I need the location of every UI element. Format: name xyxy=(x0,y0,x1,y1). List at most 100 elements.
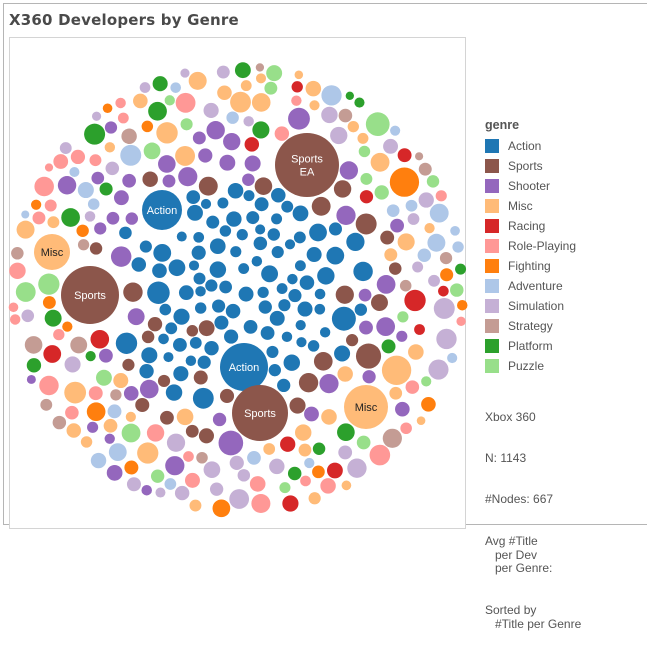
bubble-puzzle[interactable] xyxy=(356,435,371,450)
bubble-simulation[interactable] xyxy=(347,458,367,478)
bubble-action[interactable] xyxy=(165,322,178,335)
bubble-sports[interactable] xyxy=(142,171,158,187)
bubble-simulation[interactable] xyxy=(237,469,251,482)
bubble-shooter[interactable] xyxy=(165,456,185,476)
bubble-action[interactable] xyxy=(219,280,233,294)
bubble-action[interactable] xyxy=(194,302,207,314)
bubble-action[interactable] xyxy=(224,329,239,344)
bubble-fighting[interactable] xyxy=(62,321,73,332)
bubble-misc[interactable] xyxy=(295,424,312,441)
bubble-role-playing[interactable] xyxy=(53,154,69,169)
bubble-simulation[interactable] xyxy=(126,477,141,492)
bubble-action[interactable] xyxy=(276,283,288,294)
bubble-shooter[interactable] xyxy=(198,148,213,163)
legend-item-platform[interactable]: Platform xyxy=(485,336,576,356)
bubble-action[interactable] xyxy=(238,286,254,302)
legend-item-misc[interactable]: Misc xyxy=(485,196,576,216)
bubble-simulation[interactable] xyxy=(229,489,250,509)
bubble-simulation[interactable] xyxy=(433,297,455,319)
bubble-role-playing[interactable] xyxy=(291,95,302,106)
bubble-shooter[interactable] xyxy=(139,379,159,399)
bubble-sports[interactable] xyxy=(89,242,103,255)
bubble-fighting[interactable] xyxy=(440,268,454,282)
bubble-racing[interactable] xyxy=(404,289,426,312)
bubble-role-playing[interactable] xyxy=(274,126,290,141)
bubble-action[interactable] xyxy=(261,265,279,283)
bubble-adventure[interactable] xyxy=(21,210,30,219)
bubble-simulation[interactable] xyxy=(105,161,120,176)
legend-item-shooter[interactable]: Shooter xyxy=(485,176,576,196)
bubble-misc[interactable] xyxy=(217,85,232,100)
bubble-racing[interactable] xyxy=(414,324,425,335)
bubble-role-playing[interactable] xyxy=(115,97,126,109)
bubble-shooter[interactable] xyxy=(206,121,225,140)
bubble-puzzle[interactable] xyxy=(365,112,390,137)
bubble-strategy[interactable] xyxy=(418,162,432,176)
bubble-sports[interactable] xyxy=(313,351,333,371)
bubble-action[interactable] xyxy=(254,197,269,212)
legend-item-sports[interactable]: Sports xyxy=(485,156,576,176)
bubble-shooter[interactable] xyxy=(358,288,372,302)
bubble-action[interactable] xyxy=(209,238,226,255)
bubble-action[interactable] xyxy=(209,261,227,278)
bubble-misc[interactable] xyxy=(408,344,424,360)
bubble-sports[interactable] xyxy=(185,424,199,438)
bubble-action[interactable] xyxy=(296,337,307,348)
bubble-sports[interactable] xyxy=(193,370,208,385)
bubble-simulation[interactable] xyxy=(330,126,348,145)
bubble-shooter[interactable] xyxy=(336,205,356,226)
bubble-action[interactable] xyxy=(191,245,206,260)
bubble-action[interactable] xyxy=(176,231,187,242)
bubble-adventure[interactable] xyxy=(452,241,464,253)
bubble-action[interactable] xyxy=(152,263,167,279)
bubble-sports[interactable] xyxy=(380,230,395,245)
bubble-racing[interactable] xyxy=(438,285,449,297)
bubble-puzzle[interactable] xyxy=(358,145,371,158)
bubble-misc[interactable] xyxy=(34,234,70,270)
bubble-action[interactable] xyxy=(236,229,248,241)
bubble-action[interactable] xyxy=(158,333,169,345)
bubble-action[interactable] xyxy=(243,190,255,202)
bubble-simulation[interactable] xyxy=(180,68,190,78)
bubble-action[interactable] xyxy=(334,345,351,362)
bubble-adventure[interactable] xyxy=(390,125,401,136)
bubble-platform[interactable] xyxy=(148,101,167,121)
bubble-action[interactable] xyxy=(173,366,189,382)
bubble-puzzle[interactable] xyxy=(279,482,291,494)
bubble-racing[interactable] xyxy=(326,462,343,479)
bubble-strategy[interactable] xyxy=(70,336,88,354)
bubble-strategy[interactable] xyxy=(121,128,137,144)
bubble-misc[interactable] xyxy=(189,499,202,512)
bubble-action[interactable] xyxy=(271,213,283,225)
bubble-shooter[interactable] xyxy=(104,433,115,444)
bubble-role-playing[interactable] xyxy=(300,475,311,487)
bubble-platform[interactable] xyxy=(26,358,42,373)
bubble-puzzle[interactable] xyxy=(38,273,60,295)
bubble-sports[interactable] xyxy=(232,385,288,441)
bubble-platform[interactable] xyxy=(345,91,355,100)
bubble-role-playing[interactable] xyxy=(183,451,194,462)
bubble-adventure[interactable] xyxy=(321,85,342,106)
bubble-platform[interactable] xyxy=(84,123,106,145)
bubble-action[interactable] xyxy=(200,198,212,210)
bubble-misc[interactable] xyxy=(305,80,322,97)
bubble-misc[interactable] xyxy=(308,492,321,505)
bubble-sports[interactable] xyxy=(141,330,155,344)
bubble-simulation[interactable] xyxy=(216,65,230,79)
bubble-strategy[interactable] xyxy=(196,451,208,464)
bubble-misc[interactable] xyxy=(125,411,136,422)
bubble-simulation[interactable] xyxy=(174,485,190,501)
bubble-adventure[interactable] xyxy=(226,111,239,124)
bubble-sports[interactable] xyxy=(298,373,319,393)
bubble-sports[interactable] xyxy=(388,262,402,275)
bubble-misc[interactable] xyxy=(176,408,194,426)
bubble-shooter[interactable] xyxy=(390,218,404,233)
bubble-action[interactable] xyxy=(306,247,322,263)
bubble-adventure[interactable] xyxy=(77,182,94,199)
bubble-action[interactable] xyxy=(193,231,205,243)
legend-item-action[interactable]: Action xyxy=(485,136,576,156)
bubble-shooter[interactable] xyxy=(104,121,118,134)
bubble-misc[interactable] xyxy=(357,132,369,144)
bubble-misc[interactable] xyxy=(104,142,116,153)
bubble-role-playing[interactable] xyxy=(175,92,196,113)
